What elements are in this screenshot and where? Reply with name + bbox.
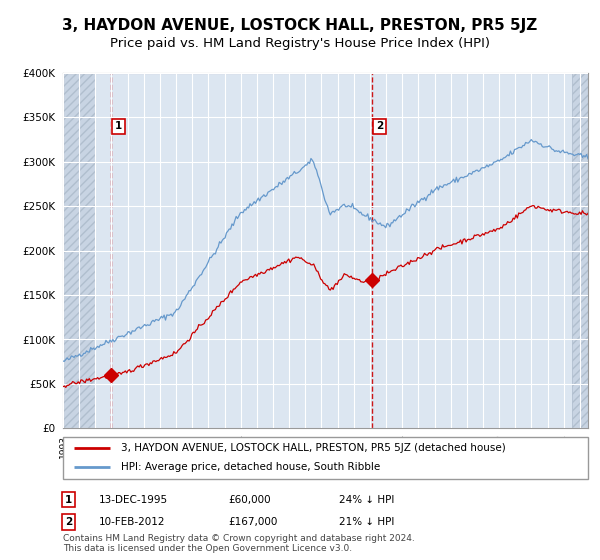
Text: 13-DEC-1995: 13-DEC-1995 bbox=[99, 494, 168, 505]
Text: 1: 1 bbox=[65, 494, 72, 505]
Text: HPI: Average price, detached house, South Ribble: HPI: Average price, detached house, Sout… bbox=[121, 463, 380, 473]
Text: 10-FEB-2012: 10-FEB-2012 bbox=[99, 517, 166, 527]
Text: Contains HM Land Registry data © Crown copyright and database right 2024.
This d: Contains HM Land Registry data © Crown c… bbox=[63, 534, 415, 553]
Text: 3, HAYDON AVENUE, LOSTOCK HALL, PRESTON, PR5 5JZ (detached house): 3, HAYDON AVENUE, LOSTOCK HALL, PRESTON,… bbox=[121, 443, 505, 453]
Text: 21% ↓ HPI: 21% ↓ HPI bbox=[339, 517, 394, 527]
Text: 1: 1 bbox=[115, 121, 122, 131]
Bar bbox=[63, 73, 95, 428]
Text: 24% ↓ HPI: 24% ↓ HPI bbox=[339, 494, 394, 505]
Text: £60,000: £60,000 bbox=[228, 494, 271, 505]
Text: Price paid vs. HM Land Registry's House Price Index (HPI): Price paid vs. HM Land Registry's House … bbox=[110, 36, 490, 50]
Bar bbox=[572, 73, 588, 428]
Text: 3, HAYDON AVENUE, LOSTOCK HALL, PRESTON, PR5 5JZ: 3, HAYDON AVENUE, LOSTOCK HALL, PRESTON,… bbox=[62, 18, 538, 32]
Bar bbox=[572, 73, 588, 428]
Text: 2: 2 bbox=[376, 121, 383, 131]
Text: 2: 2 bbox=[65, 517, 72, 527]
Text: £167,000: £167,000 bbox=[228, 517, 277, 527]
Bar bbox=[63, 73, 95, 428]
